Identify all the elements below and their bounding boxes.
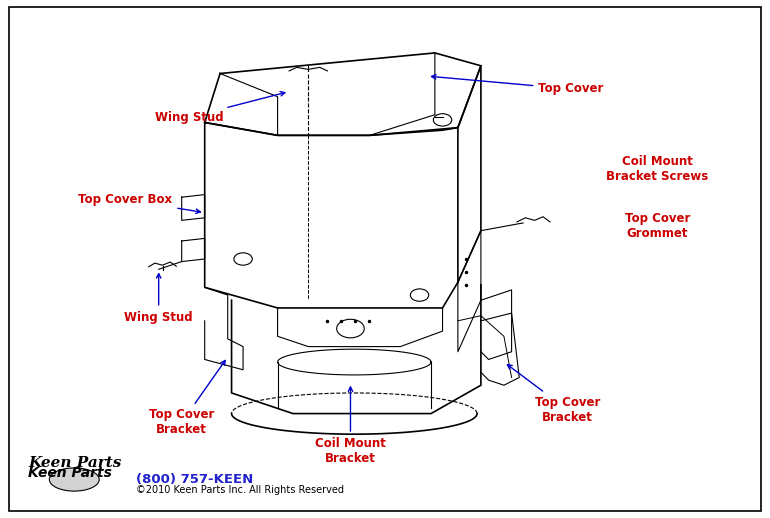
Text: Top Cover: Top Cover	[431, 75, 604, 95]
Text: Wing Stud: Wing Stud	[125, 274, 193, 324]
Text: Top Cover
Bracket: Top Cover Bracket	[149, 361, 226, 436]
Text: Top Cover
Bracket: Top Cover Bracket	[507, 365, 600, 424]
Text: Coil Mount
Bracket: Coil Mount Bracket	[315, 387, 386, 465]
Text: Keen Parts: Keen Parts	[28, 466, 112, 480]
Ellipse shape	[49, 468, 99, 491]
Text: ©2010 Keen Parts Inc. All Rights Reserved: ©2010 Keen Parts Inc. All Rights Reserve…	[136, 485, 343, 495]
Text: Keen Parts: Keen Parts	[28, 455, 122, 469]
Text: Top Cover
Grommet: Top Cover Grommet	[624, 211, 690, 239]
Text: Wing Stud: Wing Stud	[155, 92, 285, 124]
Text: Top Cover Box: Top Cover Box	[78, 193, 200, 213]
Text: Coil Mount
Bracket Screws: Coil Mount Bracket Screws	[606, 155, 708, 183]
Text: (800) 757-KEEN: (800) 757-KEEN	[136, 473, 253, 486]
